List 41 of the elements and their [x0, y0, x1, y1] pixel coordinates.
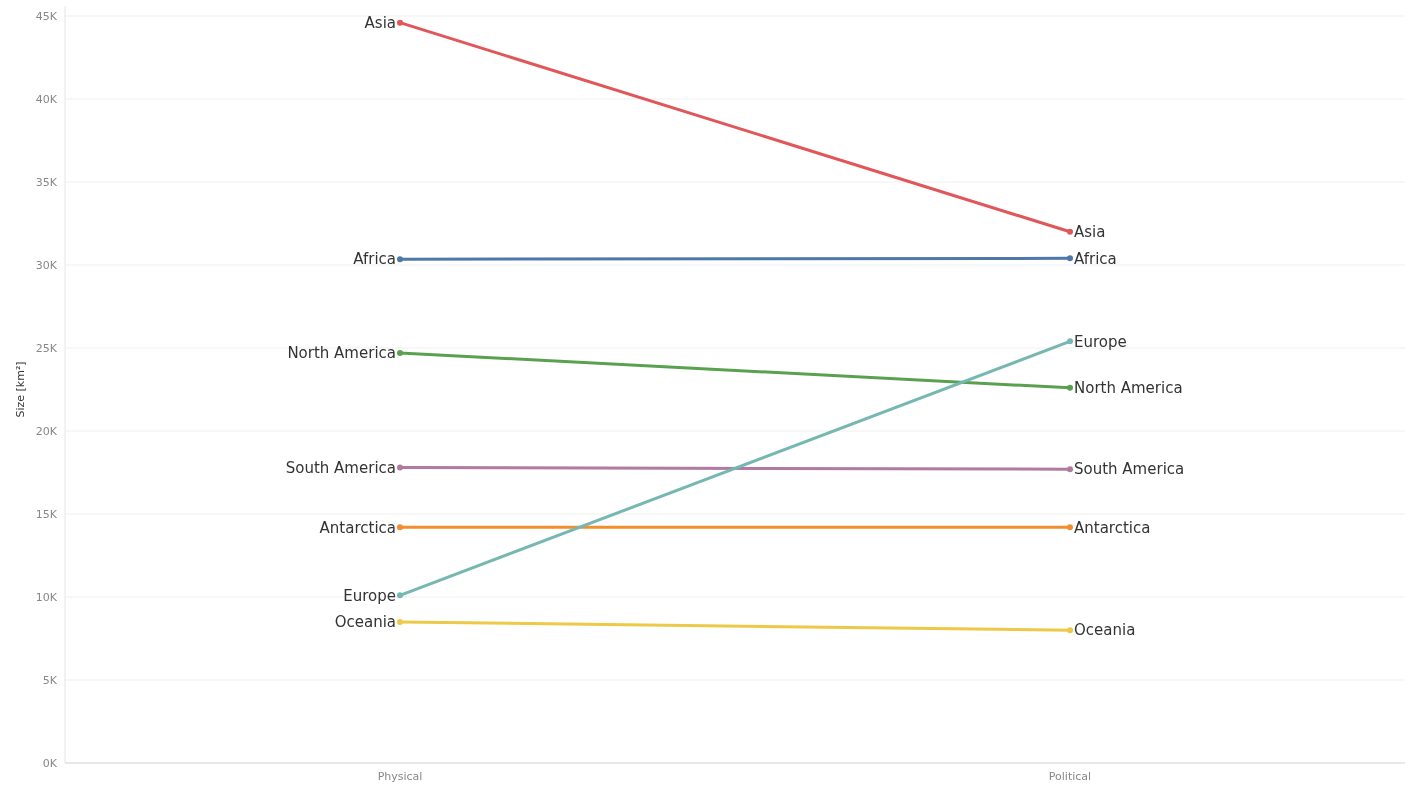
y-tick-label: 40K: [35, 92, 58, 106]
y-tick-label: 20K: [35, 424, 58, 438]
y-tick-label: 10K: [35, 590, 58, 604]
point: [1067, 228, 1073, 235]
text: Africa: [353, 250, 396, 269]
point: [1067, 466, 1073, 473]
text: Antarctica: [319, 518, 396, 537]
series-label: South America: [1074, 460, 1185, 479]
y-tick-label: 5K: [42, 673, 58, 687]
series-label: Africa: [1074, 249, 1117, 268]
point: [397, 256, 403, 263]
series-label: North America: [1074, 379, 1183, 398]
y-tick-label: 0K: [42, 756, 58, 770]
point: [397, 592, 403, 599]
point: [397, 524, 403, 531]
x-tick-label: Physical: [377, 770, 423, 783]
point: [397, 19, 403, 26]
text: Oceania: [334, 613, 396, 632]
point: [397, 464, 403, 471]
y-tick-label: 30K: [35, 258, 58, 272]
y-tick-label: 25K: [35, 341, 58, 355]
point: [1067, 524, 1073, 531]
y-tick-label: 45K: [35, 9, 58, 23]
x-tick-label: Political: [1048, 770, 1092, 783]
point: [1067, 338, 1073, 345]
y-axis-title: Size [km²]: [14, 361, 27, 418]
point: [1067, 255, 1073, 262]
series-label: Asia: [1074, 223, 1106, 242]
text: Europe: [343, 586, 396, 605]
point: [1067, 384, 1073, 391]
series-label: Antarctica: [1074, 518, 1151, 537]
point: [397, 349, 403, 356]
point: [397, 618, 403, 625]
y-tick-label: 15K: [35, 507, 58, 521]
point: [1067, 627, 1073, 634]
text: Asia: [364, 13, 396, 32]
series-label: Europe: [1074, 332, 1127, 351]
text: South America: [285, 458, 396, 477]
text: North America: [287, 344, 396, 363]
series-label: Oceania: [1074, 621, 1136, 640]
y-tick-label: 35K: [35, 175, 58, 189]
